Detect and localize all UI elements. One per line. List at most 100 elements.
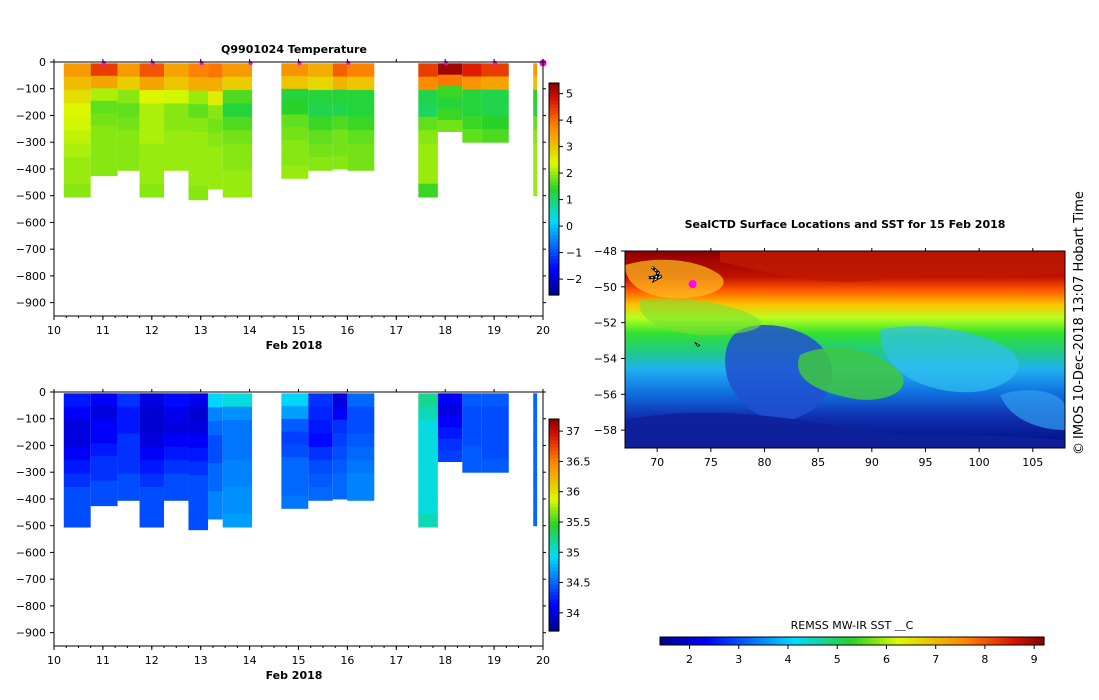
profile-cell bbox=[332, 76, 348, 91]
profile-cell bbox=[332, 485, 348, 500]
profile-cell bbox=[222, 513, 253, 528]
sst-colorbar-label: REMSS MW-IR SST ⸏C bbox=[791, 619, 914, 632]
profile-cell bbox=[222, 486, 253, 501]
colorbar-segment bbox=[549, 206, 559, 211]
colorbar-segment bbox=[549, 609, 559, 614]
profile-cell bbox=[117, 90, 140, 104]
profile-cell bbox=[437, 74, 463, 87]
profile-cell bbox=[139, 63, 165, 78]
profile-cell bbox=[481, 432, 509, 447]
colorbar-segment bbox=[549, 482, 559, 487]
sst-colorbar-tick-label: 8 bbox=[981, 653, 988, 666]
profile-cell bbox=[418, 393, 438, 408]
sst-region bbox=[625, 259, 724, 299]
colorbar-segment bbox=[549, 203, 559, 208]
profile-cell bbox=[208, 463, 223, 478]
profile-cell bbox=[117, 420, 140, 434]
sst-colorbar-segment bbox=[967, 637, 973, 645]
profile-cell bbox=[90, 493, 118, 507]
profile-cell bbox=[437, 86, 463, 98]
profile-cell bbox=[208, 393, 223, 408]
profile-cell bbox=[347, 473, 375, 488]
profile-cell bbox=[117, 446, 140, 461]
profile-cell bbox=[308, 486, 333, 501]
profile-cell bbox=[139, 446, 165, 461]
x-tick-label: 12 bbox=[145, 654, 159, 667]
profile-cell bbox=[208, 435, 223, 450]
profile-cell bbox=[139, 393, 165, 408]
x-tick-label: 18 bbox=[438, 324, 452, 337]
profile-cell bbox=[164, 116, 189, 131]
profile-cell bbox=[347, 156, 375, 171]
profile-cell bbox=[90, 100, 118, 114]
profile-cell bbox=[63, 90, 91, 104]
map-x-tick-label: 100 bbox=[969, 456, 990, 469]
profile-cell bbox=[63, 486, 91, 501]
sst-colorbar-segment bbox=[1034, 637, 1040, 645]
profile-cell bbox=[533, 499, 538, 513]
sst-colorbar-frame bbox=[659, 636, 1045, 646]
profile-cell bbox=[90, 430, 118, 444]
profile-cell bbox=[308, 130, 333, 145]
colorbar-segment bbox=[549, 475, 559, 480]
sst-colorbar-segment bbox=[823, 637, 829, 645]
profile-cell bbox=[164, 103, 189, 118]
x-tick-label: 19 bbox=[487, 324, 501, 337]
profile-cell bbox=[208, 161, 223, 176]
profile-cell bbox=[139, 103, 165, 118]
profile-cell bbox=[117, 406, 140, 421]
colorbar-segment bbox=[549, 581, 559, 586]
colorbar-segment bbox=[549, 227, 559, 232]
map-y-tick-label: −50 bbox=[594, 281, 617, 294]
profile-cell bbox=[462, 406, 482, 421]
sst-colorbar-segment bbox=[727, 637, 733, 645]
profile-cell bbox=[222, 460, 253, 475]
profile-cell bbox=[347, 143, 375, 158]
profile-cell bbox=[308, 446, 333, 461]
profile-cell bbox=[222, 130, 253, 145]
colorbar-segment bbox=[549, 196, 559, 201]
sst-colorbar-segment bbox=[794, 637, 800, 645]
y-tick-label: −700 bbox=[16, 243, 46, 256]
sst-colorbar-segment bbox=[708, 637, 714, 645]
colorbar-segment bbox=[549, 111, 559, 116]
map-x-tick-label: 105 bbox=[1022, 456, 1043, 469]
profile-cell bbox=[63, 170, 91, 185]
profile-cell bbox=[332, 142, 348, 157]
sst-colorbar-segment bbox=[986, 637, 992, 645]
profile-cell bbox=[139, 156, 165, 171]
colorbar-segment bbox=[549, 139, 559, 144]
profile-cell bbox=[332, 129, 348, 144]
colorbar-segment bbox=[549, 419, 559, 424]
x-tick-label: 17 bbox=[389, 324, 403, 337]
profile-cell bbox=[222, 406, 253, 421]
profile-cell bbox=[139, 433, 165, 448]
colorbar-segment bbox=[549, 457, 559, 462]
profile-cell bbox=[281, 418, 309, 433]
colorbar-segment bbox=[549, 585, 559, 590]
sst-colorbar-segment bbox=[741, 637, 747, 645]
credit-text: IMOS 10-Dec-2018 13:07 Hobart Time bbox=[1072, 191, 1087, 439]
profile-cell bbox=[222, 473, 253, 488]
x-tick-label: 13 bbox=[194, 324, 208, 337]
map-x-tick-label: 70 bbox=[650, 456, 664, 469]
profile-cell bbox=[281, 101, 309, 115]
profile-cell bbox=[117, 116, 140, 131]
sst-region bbox=[639, 298, 762, 336]
sst-region bbox=[725, 325, 833, 421]
profile-cell bbox=[533, 116, 538, 131]
colorbar-segment bbox=[549, 181, 559, 187]
island-marker bbox=[694, 341, 701, 347]
colorbar-segment bbox=[549, 535, 559, 540]
colorbar-segment bbox=[549, 277, 559, 282]
profile-cell bbox=[332, 116, 348, 130]
colorbar-segment bbox=[549, 128, 559, 134]
colorbar-segment bbox=[549, 433, 559, 438]
x-tick-label: 16 bbox=[340, 654, 354, 667]
profile-cell bbox=[188, 447, 209, 463]
y-tick-label: −400 bbox=[16, 163, 46, 176]
profile-cell bbox=[533, 512, 538, 527]
colorbar-segment bbox=[549, 287, 559, 293]
profile-cell bbox=[462, 432, 482, 447]
profile-cell bbox=[332, 63, 348, 78]
